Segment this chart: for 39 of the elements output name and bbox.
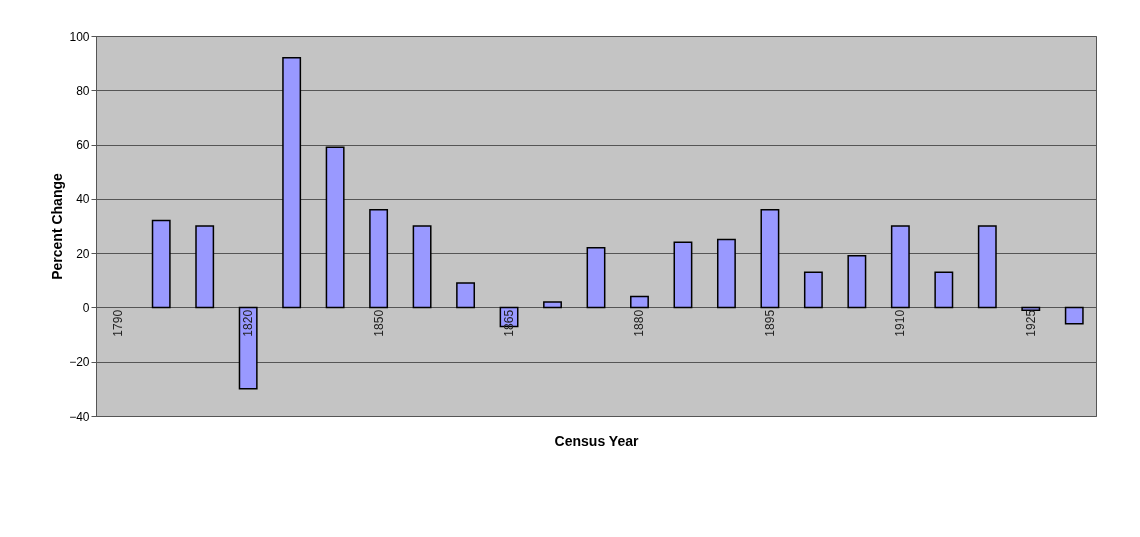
x-tick-label: 1790 <box>110 309 125 337</box>
bar <box>673 241 693 309</box>
y-tick-label: −40 <box>69 409 90 424</box>
x-tick-label: 1850 <box>371 309 386 337</box>
bar <box>847 255 867 309</box>
bar <box>238 306 258 390</box>
bar <box>282 56 302 309</box>
x-tick-label: 1925 <box>1023 309 1038 337</box>
x-axis-title: Census Year <box>554 433 639 450</box>
y-tick-label: 0 <box>82 300 90 315</box>
y-tick-label: 100 <box>69 29 90 44</box>
y-tick-label: 20 <box>76 246 90 261</box>
bar <box>977 225 997 309</box>
bar <box>412 225 432 309</box>
y-tick-label: 80 <box>76 83 90 98</box>
bar <box>325 146 345 309</box>
bar <box>890 225 910 309</box>
x-tick-label: 1865 <box>502 309 517 337</box>
bar <box>195 225 215 309</box>
bar <box>716 238 736 309</box>
bar <box>1064 306 1084 325</box>
y-tick-label: 60 <box>76 138 90 153</box>
x-tick-label: 1910 <box>893 309 908 337</box>
x-tick-label: 1820 <box>241 309 256 337</box>
bar <box>369 208 389 309</box>
bar <box>586 246 606 309</box>
bar <box>934 271 954 309</box>
x-tick-label: 1895 <box>762 309 777 337</box>
bar <box>1021 306 1041 311</box>
x-tick-label: 1880 <box>632 309 647 337</box>
y-axis-title: Percent Change <box>49 173 66 280</box>
bar <box>760 208 780 309</box>
bar <box>456 282 476 309</box>
bar <box>630 295 649 309</box>
y-tick-label: −20 <box>69 355 90 370</box>
bar <box>543 301 562 309</box>
bar <box>803 271 823 309</box>
y-tick-label: 40 <box>76 192 90 207</box>
bar <box>151 219 171 309</box>
